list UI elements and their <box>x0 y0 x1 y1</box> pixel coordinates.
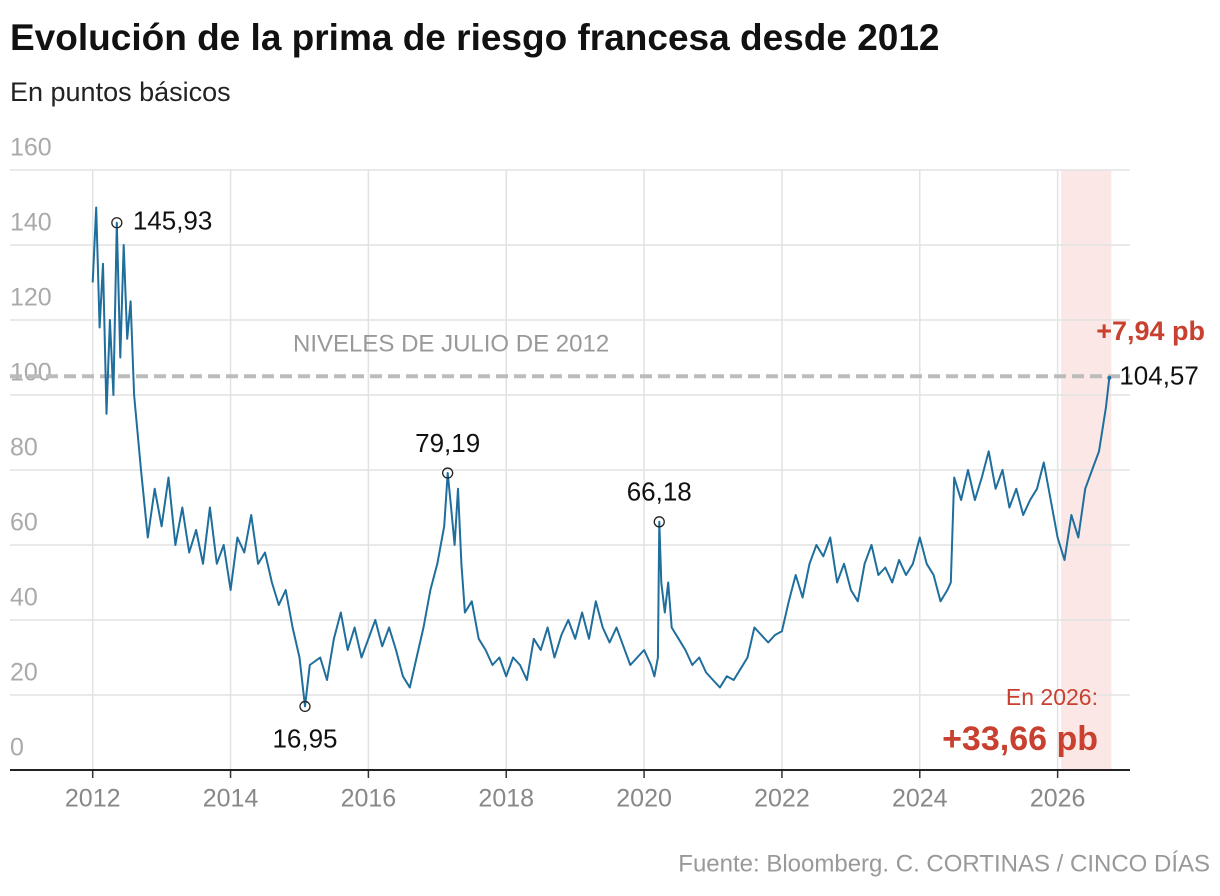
annotation: +7,94 pb <box>1096 316 1205 346</box>
point-marker <box>111 217 123 229</box>
chart-title: Evolución de la prima de riesgo francesa… <box>10 17 940 58</box>
x-tick-label: 2014 <box>203 785 259 813</box>
y-tick-label: 120 <box>10 284 52 312</box>
y-tick-label: 160 <box>10 134 52 162</box>
source: Fuente: Bloomberg. C. CORTINAS / CINCO D… <box>678 850 1210 877</box>
y-tick-label: 20 <box>10 659 38 687</box>
x-tick-label: 2016 <box>341 785 397 813</box>
data-label: 145,93 <box>133 206 213 236</box>
y-tick-label: 100 <box>10 359 52 387</box>
y-tick-label: 0 <box>10 734 24 762</box>
data-label: 16,95 <box>272 723 337 753</box>
point-marker <box>299 700 311 713</box>
y-tick-label: 140 <box>10 209 52 237</box>
reference-label: NIVELES DE JULIO DE 2012 <box>293 331 609 358</box>
x-tick-label: 2012 <box>65 785 121 813</box>
point-marker <box>653 516 665 528</box>
x-tick-label: 2018 <box>478 785 534 813</box>
annotation: En 2026: <box>1006 684 1098 710</box>
x-tick-label: 2020 <box>616 785 672 813</box>
line-series <box>91 206 1111 708</box>
y-tick-label: 80 <box>10 434 38 462</box>
x-tick-label: 2024 <box>892 785 948 813</box>
point-marker <box>1107 375 1112 380</box>
point-marker <box>442 467 454 479</box>
y-tick-label: 40 <box>10 584 38 612</box>
data-label: 66,18 <box>627 477 692 507</box>
x-tick-label: 2022 <box>754 785 810 813</box>
y-tick-label: 60 <box>10 509 38 537</box>
data-label: 79,19 <box>415 428 480 458</box>
chart-subtitle: En puntos básicos <box>10 77 231 107</box>
annotation: +33,66 pb <box>942 720 1098 758</box>
data-label: 104,57 <box>1119 361 1199 391</box>
x-tick-label: 2026 <box>1030 785 1086 813</box>
